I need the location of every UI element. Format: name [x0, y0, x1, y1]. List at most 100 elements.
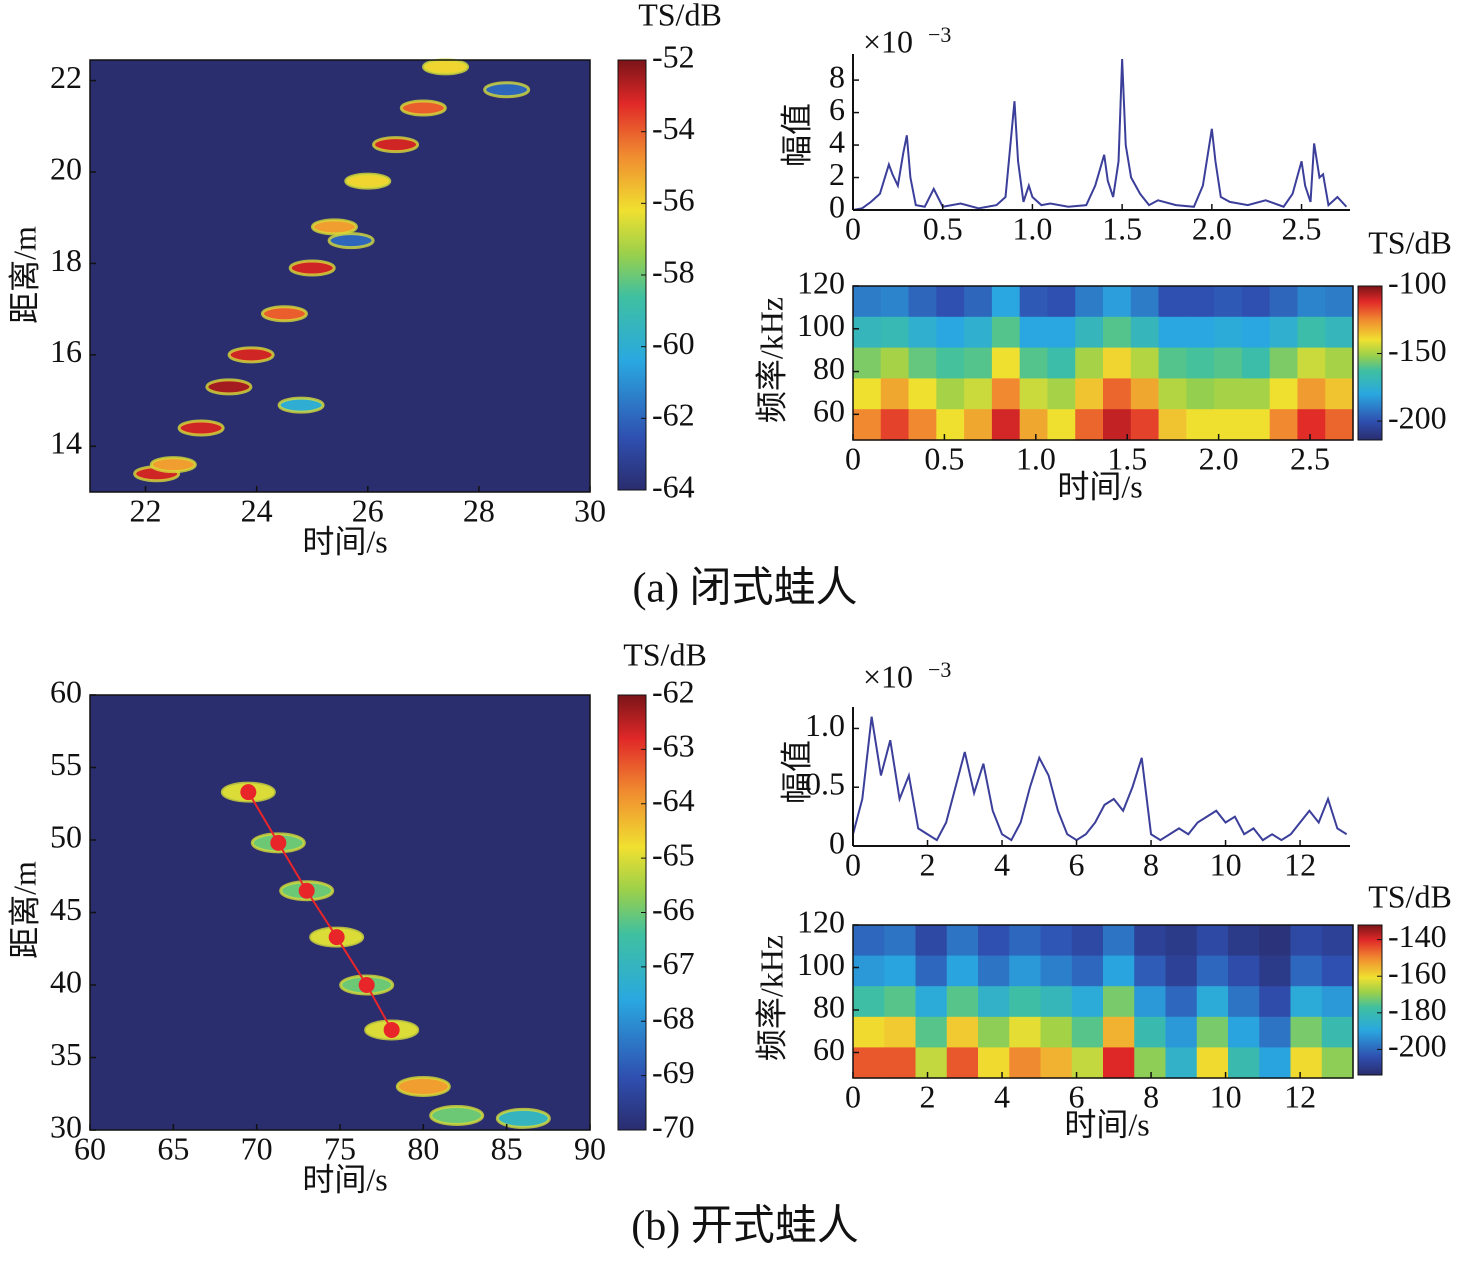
- spectrogram-cell: [1040, 1016, 1073, 1048]
- y-axis-label: 频率/kHz: [753, 297, 789, 423]
- y-tick-label: 60: [813, 1031, 845, 1067]
- spectrogram-cell: [1196, 925, 1229, 957]
- spectrogram-cell: [915, 1047, 948, 1079]
- spectrogram-cell: [1228, 1047, 1260, 1079]
- spectrogram-cell: [1186, 316, 1215, 349]
- spectrogram-cell: [1214, 347, 1243, 379]
- echo-spot: [177, 419, 225, 437]
- spectrogram-cell: [1269, 347, 1299, 379]
- spectrogram-cell: [1103, 1047, 1135, 1079]
- spectrogram-cell: [1134, 955, 1167, 987]
- colorbar-tick-label: -180: [1388, 991, 1447, 1027]
- spectrogram-cell: [964, 347, 993, 379]
- caption: (b) 开式蛙人: [631, 1204, 858, 1250]
- echo-spot: [372, 136, 420, 154]
- spectrogram-cell: [1071, 986, 1104, 1018]
- spectrogram-cell: [1241, 347, 1271, 379]
- spectrogram-cell: [884, 986, 917, 1018]
- colorbar-tick-label: -140: [1388, 918, 1447, 954]
- spectrogram-cell: [936, 316, 965, 349]
- colorbar: [1357, 924, 1383, 1076]
- colorbar-tick-label: -56: [652, 182, 695, 218]
- spectrogram-cell: [1040, 955, 1073, 987]
- spectrogram-cell: [1071, 925, 1104, 957]
- spectrogram-cell: [946, 986, 979, 1018]
- heatmap-background: [90, 695, 590, 1130]
- x-tick-label: 1.5: [1107, 440, 1147, 476]
- y-tick-label: 0.5: [805, 766, 845, 802]
- x-tick-label: 0.5: [924, 440, 964, 476]
- track-point: [240, 784, 257, 801]
- x-tick-label: 80: [407, 1130, 439, 1166]
- x-tick-label: 2.5: [1282, 210, 1322, 246]
- spectrogram-cell: [1241, 316, 1271, 349]
- echo-spot: [395, 1076, 451, 1097]
- spectrogram-cell: [1297, 316, 1326, 349]
- spectrogram-cell: [1165, 1047, 1198, 1079]
- x-tick-label: 2: [920, 846, 936, 882]
- spectrogram-cell: [1321, 1016, 1354, 1048]
- spectrogram-cell: [978, 925, 1010, 957]
- spectrogram-cell: [991, 378, 1021, 410]
- spectrogram-cell: [915, 955, 948, 987]
- colorbar-tick-label: -62: [652, 397, 695, 433]
- echo-spot: [310, 218, 358, 236]
- x-axis-label: 时间/s: [1057, 468, 1142, 504]
- spectrogram-cell: [853, 986, 885, 1018]
- x-tick-label: 90: [574, 1130, 606, 1166]
- colorbar-label: TS/dB: [1368, 224, 1452, 260]
- spectrogram-cell: [1269, 316, 1299, 349]
- colorbar-tick-label: -64: [652, 782, 695, 818]
- spectrogram-cell: [1009, 955, 1042, 987]
- spectrogram-cell: [1047, 409, 1076, 441]
- spectrogram-cell: [1009, 1016, 1042, 1048]
- spectrogram-cell: [1047, 347, 1076, 379]
- y-tick-label: 60: [813, 393, 845, 429]
- spectrogram-cell: [1019, 347, 1049, 379]
- spectrogram-cell: [915, 925, 948, 957]
- spectrogram-cell: [908, 316, 937, 349]
- plot-frame: [852, 924, 1354, 1079]
- echo-spot: [227, 346, 275, 364]
- echo-spot: [399, 99, 447, 117]
- spectrogram-cell: [1075, 286, 1104, 318]
- x-tick-label: 6: [1069, 846, 1085, 882]
- x-tick-label: 12: [1284, 1078, 1316, 1114]
- y-tick-label: 0: [829, 188, 845, 224]
- x-tick-label: 60: [74, 1130, 106, 1166]
- spectrogram-cell: [1075, 409, 1104, 441]
- spectrogram-cell: [880, 409, 910, 441]
- spectrogram-cell: [884, 955, 917, 987]
- spectrogram-cell: [853, 378, 882, 410]
- spectrogram-cell: [908, 347, 937, 379]
- spectrogram-cell: [1241, 286, 1271, 318]
- scale-factor: ×10: [863, 23, 913, 59]
- spectrogram-cell: [1130, 409, 1160, 441]
- spectrogram-cell: [1259, 1047, 1292, 1079]
- y-axis-label: 距离/m: [6, 861, 42, 959]
- spectrogram-cell: [1325, 409, 1354, 441]
- heatmap-background: [90, 60, 590, 492]
- echo-spot: [288, 259, 336, 277]
- spectrogram-cell: [1214, 378, 1243, 410]
- y-tick-label: 0: [829, 824, 845, 860]
- colorbar-label: TS/dB: [638, 0, 722, 32]
- spectrogram-cell: [1130, 286, 1160, 318]
- spectrogram-cell: [936, 347, 965, 379]
- spectrogram-cell: [853, 1016, 885, 1048]
- track-point: [383, 1021, 400, 1038]
- spectrogram-cell: [1297, 409, 1326, 441]
- x-tick-label: 2.5: [1290, 440, 1330, 476]
- colorbar-tick-label: -54: [652, 110, 695, 146]
- spectrogram-cell: [1290, 1016, 1323, 1048]
- spectrogram-cell: [1269, 409, 1299, 441]
- y-tick-label: 30: [50, 1108, 82, 1144]
- spectrogram-cell: [1186, 378, 1215, 410]
- caption: (a) 闭式蛙人: [632, 566, 857, 612]
- y-axis-label: 距离/m: [6, 226, 42, 324]
- spectrogram-cell: [1325, 347, 1354, 379]
- x-tick-label: 30: [574, 492, 606, 528]
- scale-exponent: −3: [928, 657, 951, 682]
- colorbar-tick-label: -69: [652, 1054, 695, 1090]
- y-tick-label: 4: [829, 123, 845, 159]
